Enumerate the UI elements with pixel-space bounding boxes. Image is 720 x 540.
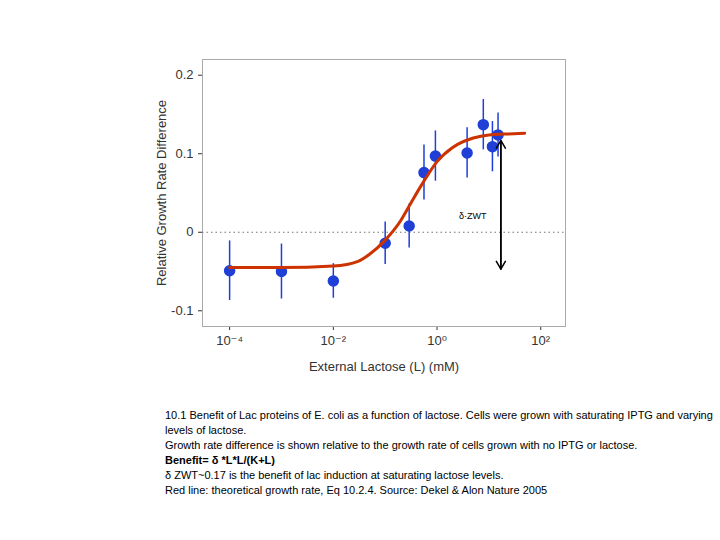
svg-text:0.1: 0.1 — [175, 146, 193, 161]
svg-text:10⁰: 10⁰ — [427, 333, 447, 348]
html-text:δ ZWT~0.17 is the benefit of l: δ ZWT~0.17 is the benefit of lac inducti… — [165, 469, 504, 481]
html-text:Red line: theoretical growth r: Red line: theoretical growth rate, Eq 10… — [165, 484, 548, 496]
svg-text:External Lactose (L) (mM): External Lactose (L) (mM) — [309, 359, 459, 374]
html-text:10.1 Benefit of Lac proteins o: 10.1 Benefit of Lac proteins of E. coli … — [165, 409, 713, 436]
svg-text:10²: 10² — [531, 333, 550, 348]
html-text:Growth rate difference is show: Growth rate difference is shown relative… — [165, 439, 638, 451]
svg-text:0: 0 — [186, 224, 193, 239]
svg-text:10⁻²: 10⁻² — [321, 333, 347, 348]
svg-text:10⁻⁴: 10⁻⁴ — [216, 333, 243, 348]
svg-text:δ·ZWT: δ·ZWT — [459, 211, 487, 221]
svg-text:0.2: 0.2 — [175, 67, 193, 82]
svg-text:-0.1: -0.1 — [171, 303, 193, 318]
html-text:Benefit= δ *L*L/(K+L): Benefit= δ *L*L/(K+L) — [165, 454, 275, 466]
svg-text:Relative Growth Rate Differenc: Relative Growth Rate Difference — [154, 100, 169, 286]
